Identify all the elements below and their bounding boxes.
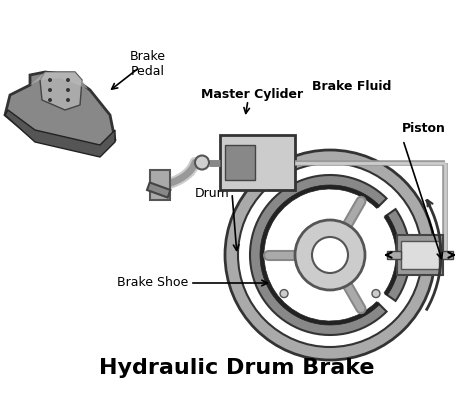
Polygon shape: [5, 110, 115, 157]
Wedge shape: [386, 209, 410, 301]
Polygon shape: [40, 72, 82, 110]
Circle shape: [66, 88, 70, 92]
Wedge shape: [384, 215, 400, 295]
Text: Piston: Piston: [402, 122, 446, 135]
Bar: [397, 235, 443, 275]
Text: Hydraulic Drum Brake: Hydraulic Drum Brake: [99, 358, 375, 378]
Bar: [150, 170, 170, 200]
Polygon shape: [5, 72, 115, 155]
Circle shape: [372, 290, 380, 297]
Circle shape: [66, 78, 70, 82]
Wedge shape: [250, 175, 387, 335]
Bar: [439, 251, 453, 259]
Text: Master Cylider: Master Cylider: [201, 88, 303, 101]
Text: Brake Shoe: Brake Shoe: [117, 276, 188, 290]
Circle shape: [48, 88, 52, 92]
Circle shape: [66, 98, 70, 102]
Text: Drum: Drum: [195, 186, 230, 199]
Circle shape: [312, 237, 348, 273]
Polygon shape: [30, 72, 88, 89]
Bar: [387, 251, 401, 259]
Bar: [147, 182, 171, 198]
Text: Brake Fluid: Brake Fluid: [312, 80, 392, 93]
Wedge shape: [260, 185, 380, 325]
Bar: [220, 135, 295, 190]
Circle shape: [280, 290, 288, 297]
Circle shape: [238, 163, 422, 347]
Bar: [225, 145, 255, 180]
Text: Brake
Pedal: Brake Pedal: [130, 50, 166, 78]
Circle shape: [225, 150, 435, 360]
Circle shape: [48, 98, 52, 102]
Circle shape: [295, 220, 365, 290]
Bar: [401, 241, 439, 269]
Circle shape: [48, 78, 52, 82]
Circle shape: [195, 156, 209, 169]
